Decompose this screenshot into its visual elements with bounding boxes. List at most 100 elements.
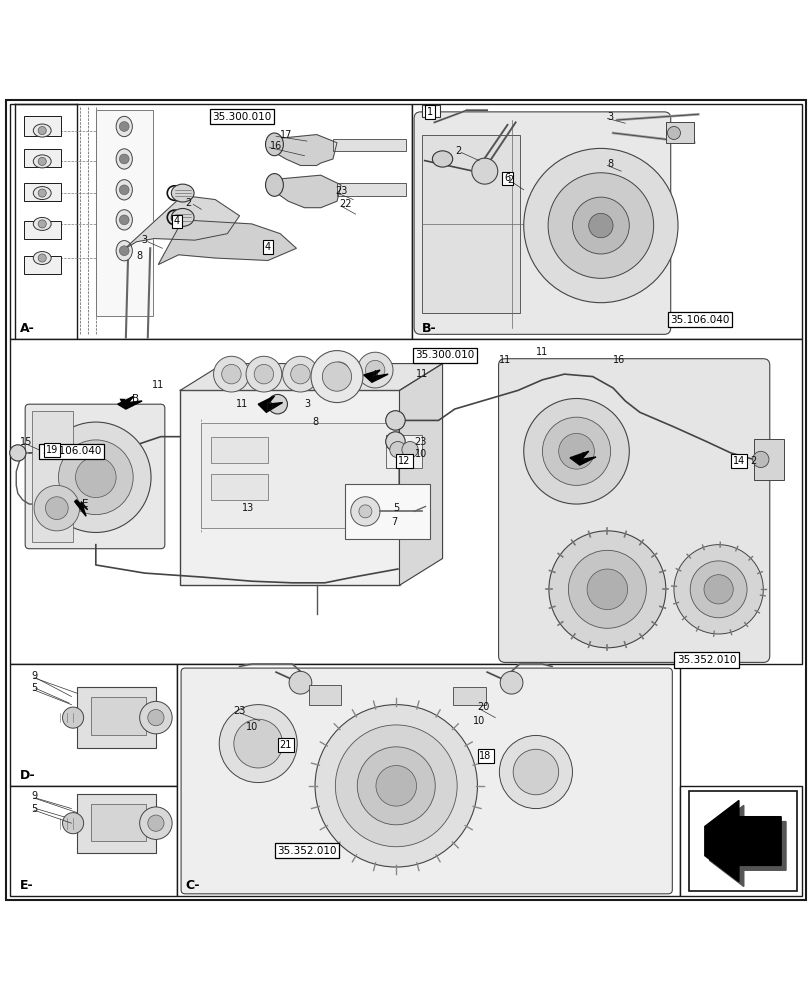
Ellipse shape: [33, 124, 51, 137]
Ellipse shape: [116, 241, 132, 261]
Text: 8: 8: [136, 251, 143, 261]
Text: E-: E-: [20, 879, 34, 892]
Text: 6: 6: [504, 173, 510, 183]
Text: 7: 7: [391, 517, 397, 527]
Circle shape: [282, 356, 318, 392]
Circle shape: [523, 398, 629, 504]
Circle shape: [689, 561, 746, 618]
Text: D-: D-: [20, 769, 36, 782]
Circle shape: [321, 354, 357, 390]
Ellipse shape: [171, 208, 194, 226]
Circle shape: [357, 352, 393, 388]
Circle shape: [375, 766, 416, 806]
Circle shape: [547, 173, 653, 278]
Circle shape: [119, 122, 129, 131]
Ellipse shape: [33, 252, 51, 265]
Text: 21: 21: [279, 740, 292, 750]
Circle shape: [568, 550, 646, 628]
Polygon shape: [399, 364, 442, 585]
Ellipse shape: [431, 151, 453, 167]
Text: E: E: [82, 499, 88, 509]
Text: 3: 3: [607, 112, 613, 122]
Text: 8: 8: [311, 417, 318, 427]
Text: A: A: [371, 370, 378, 380]
Circle shape: [290, 364, 310, 384]
Polygon shape: [569, 451, 595, 465]
Circle shape: [401, 442, 418, 458]
Text: 3: 3: [141, 235, 148, 245]
Bar: [211, 437, 268, 463]
Ellipse shape: [116, 149, 132, 169]
Circle shape: [389, 442, 406, 458]
Circle shape: [234, 719, 282, 768]
Text: 8: 8: [607, 159, 613, 169]
Polygon shape: [180, 364, 442, 390]
Text: 35.300.010: 35.300.010: [212, 112, 271, 122]
Text: 11: 11: [235, 399, 248, 409]
Text: 10: 10: [472, 716, 485, 726]
Text: 1: 1: [427, 106, 434, 115]
Bar: [688, 791, 796, 891]
Bar: [91, 804, 146, 841]
Ellipse shape: [116, 210, 132, 230]
Circle shape: [139, 807, 172, 839]
Text: 35.106.040: 35.106.040: [41, 446, 101, 456]
Circle shape: [357, 747, 435, 825]
Text: 5: 5: [31, 683, 37, 693]
Circle shape: [10, 445, 26, 461]
Text: 2: 2: [454, 146, 461, 156]
Circle shape: [703, 575, 732, 604]
Text: 11: 11: [535, 347, 548, 357]
Bar: [385, 435, 422, 468]
Circle shape: [350, 497, 380, 526]
Circle shape: [34, 485, 79, 531]
Bar: [32, 411, 73, 542]
Bar: [10, 104, 412, 339]
Text: 4: 4: [264, 242, 271, 252]
Circle shape: [221, 364, 241, 384]
Circle shape: [62, 707, 84, 728]
Text: 35.352.010: 35.352.010: [277, 846, 337, 856]
Circle shape: [500, 671, 522, 694]
Text: A-: A-: [20, 322, 35, 335]
Polygon shape: [258, 396, 282, 412]
Text: 20: 20: [476, 702, 489, 712]
Circle shape: [268, 394, 287, 414]
Polygon shape: [158, 220, 296, 265]
Text: 1: 1: [427, 107, 433, 117]
Text: 11: 11: [415, 369, 428, 379]
Circle shape: [41, 422, 151, 532]
Bar: [201, 423, 397, 528]
Bar: [96, 110, 152, 316]
Text: 10: 10: [414, 449, 427, 459]
Bar: [412, 104, 801, 339]
Text: 9: 9: [31, 671, 37, 681]
Bar: [24, 221, 61, 239]
Text: 23: 23: [233, 706, 246, 716]
Circle shape: [62, 813, 84, 834]
Circle shape: [588, 213, 612, 238]
Circle shape: [385, 432, 405, 451]
Bar: [337, 183, 406, 196]
Bar: [77, 687, 156, 748]
Circle shape: [673, 545, 762, 634]
Circle shape: [358, 505, 371, 518]
Polygon shape: [272, 135, 337, 165]
Circle shape: [45, 497, 68, 519]
Text: 23: 23: [334, 186, 347, 196]
Bar: [77, 794, 156, 853]
Text: 3: 3: [303, 399, 310, 409]
Circle shape: [246, 356, 281, 392]
Circle shape: [139, 701, 172, 734]
Circle shape: [572, 197, 629, 254]
Text: B-: B-: [422, 322, 436, 335]
Circle shape: [513, 749, 558, 795]
Text: 23: 23: [414, 437, 427, 447]
Polygon shape: [704, 800, 780, 882]
Text: 22: 22: [338, 199, 351, 209]
Circle shape: [119, 215, 129, 225]
Ellipse shape: [33, 155, 51, 168]
Bar: [10, 786, 177, 896]
FancyBboxPatch shape: [498, 359, 769, 662]
Polygon shape: [118, 396, 142, 409]
